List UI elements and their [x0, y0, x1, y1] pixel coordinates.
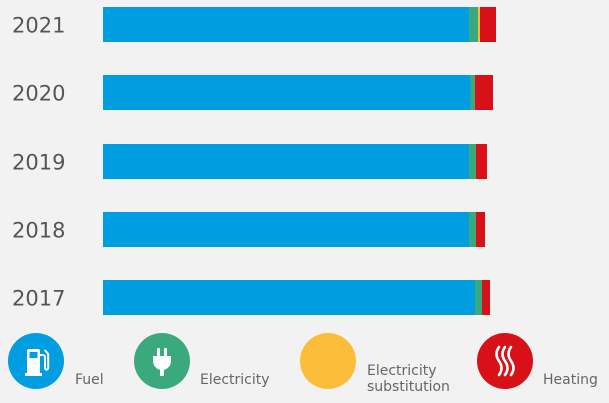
fuel-pump-icon — [8, 333, 64, 389]
bar-segment-fuel-2018 — [103, 212, 469, 247]
bar-segment-electricity-substitution-2021 — [478, 7, 480, 42]
stacked-bar-chart: 2021 2020 2019 2018 2017 — [12, 7, 496, 315]
bar-segment-electricity-2017 — [475, 280, 482, 315]
bar-segment-fuel-2019 — [103, 144, 469, 179]
year-label-2019: 2019 — [12, 151, 65, 175]
bar-segment-fuel-2020 — [103, 75, 470, 110]
heat-waves-icon — [477, 333, 533, 389]
year-label-2017: 2017 — [12, 287, 65, 311]
legend-item-electricity-substitution: Electricity substitution — [300, 333, 470, 403]
legend-item-fuel: Fuel — [8, 333, 118, 403]
legend-label-electricity: Electricity — [200, 372, 270, 388]
bar-segment-electricity-2018 — [469, 212, 476, 247]
bar-segment-heating-2019 — [476, 144, 487, 179]
legend-label-heating: Heating — [543, 372, 598, 388]
legend-item-heating: Heating — [477, 333, 609, 403]
bar-segment-electricity-2020 — [470, 75, 475, 110]
electricity-substitution-swatch — [300, 333, 356, 389]
legend-item-electricity: Electricity — [134, 333, 284, 403]
plug-icon — [134, 333, 190, 389]
legend-label-electricity-substitution: Electricity substitution — [367, 363, 450, 395]
bar-segment-fuel-2017 — [103, 280, 475, 315]
year-label-2021: 2021 — [12, 14, 65, 38]
bar-segment-fuel-2021 — [103, 7, 469, 42]
year-label-2018: 2018 — [12, 219, 65, 243]
year-label-2020: 2020 — [12, 82, 65, 106]
bar-segment-electricity-2021 — [469, 7, 478, 42]
bar-segment-heating-2017 — [482, 280, 490, 315]
bar-segment-heating-2020 — [475, 75, 493, 110]
bar-segment-heating-2021 — [480, 7, 496, 42]
chart-legend: Fuel Electricity Electricity substitutio… — [0, 333, 609, 403]
bar-segment-electricity-2019 — [469, 144, 476, 179]
bar-segment-heating-2018 — [476, 212, 485, 247]
legend-label-fuel: Fuel — [75, 372, 104, 388]
